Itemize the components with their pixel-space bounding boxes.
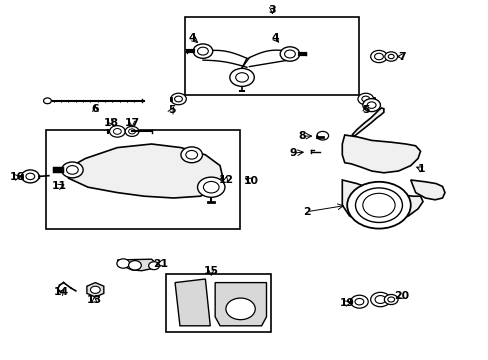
- Text: 8: 8: [298, 131, 305, 141]
- Circle shape: [113, 129, 121, 134]
- Circle shape: [185, 150, 197, 159]
- Polygon shape: [215, 283, 266, 326]
- Circle shape: [362, 99, 380, 112]
- Circle shape: [128, 129, 135, 134]
- Circle shape: [350, 295, 367, 308]
- Text: 14: 14: [54, 287, 69, 297]
- Text: 17: 17: [124, 118, 139, 128]
- Polygon shape: [87, 283, 103, 297]
- Text: 11: 11: [52, 181, 67, 192]
- Circle shape: [355, 188, 402, 222]
- Circle shape: [384, 294, 397, 305]
- Circle shape: [26, 173, 35, 180]
- Circle shape: [366, 102, 375, 108]
- Text: 12: 12: [218, 175, 233, 185]
- Circle shape: [203, 181, 219, 193]
- Text: 13: 13: [87, 294, 102, 305]
- Text: 4: 4: [270, 33, 278, 43]
- Circle shape: [90, 286, 100, 293]
- Text: 15: 15: [203, 266, 218, 276]
- Bar: [166, 274, 271, 332]
- Text: 20: 20: [394, 291, 408, 301]
- Circle shape: [128, 261, 141, 270]
- Bar: [46, 130, 239, 229]
- Text: 21: 21: [153, 258, 167, 269]
- Text: 2: 2: [303, 207, 310, 217]
- Circle shape: [174, 96, 182, 102]
- Circle shape: [362, 193, 394, 217]
- Text: 16: 16: [10, 172, 25, 182]
- Text: 18: 18: [104, 118, 119, 128]
- Circle shape: [284, 50, 295, 58]
- Circle shape: [117, 259, 129, 268]
- Polygon shape: [117, 259, 156, 271]
- Circle shape: [61, 162, 83, 178]
- Circle shape: [21, 170, 39, 183]
- Text: 4: 4: [188, 33, 196, 43]
- Circle shape: [66, 166, 78, 174]
- Polygon shape: [342, 135, 420, 173]
- Circle shape: [125, 126, 139, 136]
- Circle shape: [387, 297, 394, 302]
- Circle shape: [370, 50, 386, 63]
- Circle shape: [374, 296, 385, 303]
- Circle shape: [109, 126, 125, 137]
- Text: 5: 5: [168, 105, 176, 115]
- Circle shape: [170, 93, 186, 105]
- Circle shape: [225, 298, 255, 320]
- Circle shape: [148, 262, 159, 270]
- Circle shape: [370, 292, 389, 307]
- Circle shape: [346, 182, 410, 229]
- Text: 7: 7: [397, 51, 405, 62]
- Circle shape: [384, 52, 397, 61]
- Text: 10: 10: [243, 176, 258, 186]
- Polygon shape: [175, 279, 210, 326]
- Circle shape: [181, 147, 202, 163]
- Bar: [184, 17, 359, 95]
- Circle shape: [374, 53, 383, 60]
- Text: 19: 19: [339, 298, 354, 308]
- Circle shape: [229, 68, 254, 86]
- Circle shape: [316, 131, 328, 140]
- Circle shape: [235, 73, 248, 82]
- Text: 1: 1: [417, 164, 425, 174]
- Text: 5: 5: [361, 105, 369, 115]
- Polygon shape: [66, 144, 222, 198]
- Circle shape: [43, 98, 51, 104]
- Circle shape: [361, 96, 369, 102]
- Circle shape: [197, 177, 224, 197]
- Text: 9: 9: [289, 148, 297, 158]
- Circle shape: [280, 47, 299, 61]
- Circle shape: [387, 54, 393, 59]
- Text: 3: 3: [268, 5, 276, 15]
- Polygon shape: [342, 180, 422, 224]
- Circle shape: [197, 47, 208, 55]
- Polygon shape: [410, 180, 444, 200]
- Circle shape: [193, 44, 212, 58]
- Circle shape: [354, 298, 363, 305]
- Circle shape: [357, 93, 373, 105]
- Text: 6: 6: [91, 104, 99, 114]
- Polygon shape: [351, 108, 383, 136]
